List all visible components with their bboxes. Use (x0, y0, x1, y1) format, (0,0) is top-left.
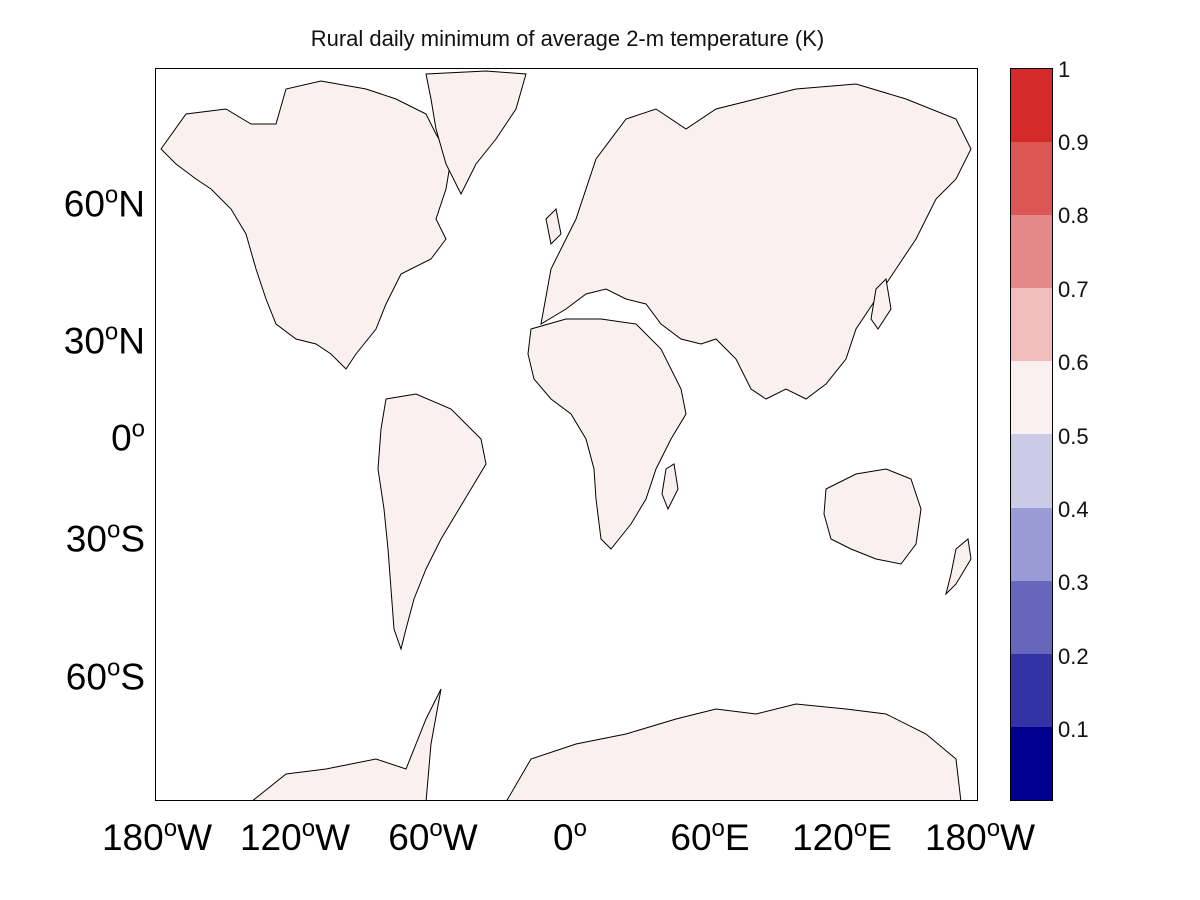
colorbar-segment (1011, 507, 1052, 581)
colorbar-segment (1011, 288, 1052, 362)
lon-label-180w: 180oW (101, 815, 213, 858)
south-america-landmass (377, 393, 487, 651)
japan-landmass (870, 277, 892, 330)
lon-label-120e: 120oE (792, 815, 892, 858)
map-title: Rural daily minimum of average 2-m tempe… (310, 26, 825, 51)
colorbar-segment (1011, 361, 1052, 435)
colorbar-segment (1011, 434, 1052, 508)
new-zealand-landmass (945, 538, 972, 596)
lon-label-0: 0o (553, 815, 587, 858)
colorbar-segment (1011, 69, 1052, 143)
great-britain-landmass (545, 207, 562, 246)
lon-label-60e: 60oE (670, 815, 750, 858)
colorbar-label: 0.7 (1058, 277, 1089, 302)
colorbar-label: 0.8 (1058, 203, 1089, 228)
colorbar-label: 0.4 (1058, 497, 1089, 522)
lon-label-180w-right: 180oW (924, 815, 1036, 858)
colorbar-segment (1011, 215, 1052, 289)
colorbar-label: 0.5 (1058, 424, 1089, 449)
colorbar-segment (1011, 726, 1052, 800)
lat-label-60n: 60oN (63, 181, 145, 225)
colorbar-label: 0.3 (1058, 570, 1089, 595)
lat-label-30s: 30oS (65, 516, 145, 560)
continents-layer (160, 70, 972, 800)
colorbar-label: 0.6 (1058, 350, 1089, 375)
lon-label-120w: 120oW (239, 815, 351, 858)
madagascar-landmass (661, 463, 679, 511)
lat-label-60s: 60oS (65, 654, 145, 698)
africa-landmass (527, 318, 687, 550)
colorbar-label: 0.1 (1058, 717, 1089, 742)
antarctic-peninsula-landmass (252, 688, 442, 800)
north-america-landmass (160, 80, 452, 370)
colorbar-label: 1 (1058, 57, 1071, 82)
colorbar-label: 0.2 (1058, 644, 1089, 669)
colorbar-segment (1011, 580, 1052, 654)
colorbar-label: 0.9 (1058, 130, 1089, 155)
lon-label-60w: 60oW (388, 815, 478, 858)
colorbar (1010, 68, 1053, 801)
greenland-landmass (425, 70, 527, 196)
australia-landmass (823, 468, 922, 565)
lat-label-30n: 30oN (63, 318, 145, 362)
lat-label-equator: 0o (111, 415, 145, 459)
colorbar-segment (1011, 142, 1052, 216)
colorbar-segment (1011, 653, 1052, 727)
antarctica-landmass (506, 703, 962, 800)
world-map (155, 68, 978, 801)
